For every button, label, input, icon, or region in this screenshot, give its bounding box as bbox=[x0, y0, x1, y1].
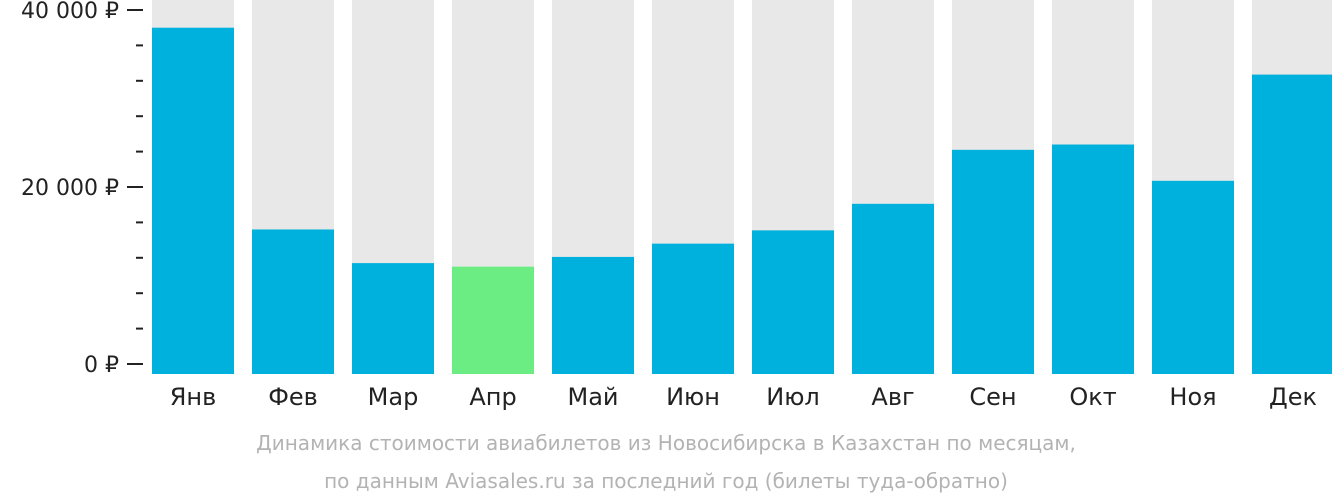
bar-9 bbox=[952, 149, 1034, 374]
y-tick-label-3: 0 ₽ bbox=[84, 353, 119, 378]
x-tick-label-2: Фев bbox=[268, 383, 318, 411]
x-tick-label-10: Окт bbox=[1069, 383, 1116, 411]
bar-6 bbox=[652, 243, 734, 374]
x-tick-label-5: Май bbox=[567, 383, 618, 411]
x-tick-label-3: Мар bbox=[368, 383, 419, 411]
x-tick-label-8: Авг bbox=[871, 383, 914, 411]
x-tick-label-4: Апр bbox=[469, 383, 516, 411]
bar-10 bbox=[1052, 144, 1134, 374]
y-tick-label-1: 40 000 ₽ bbox=[21, 0, 119, 24]
y-tick-label-2: 20 000 ₽ bbox=[21, 176, 119, 201]
bar-8 bbox=[852, 203, 934, 374]
bar-11 bbox=[1152, 180, 1234, 374]
bar-1 bbox=[152, 27, 234, 374]
bar-chart-svg: Янв Фев Мар Апр Май Июн Июл Авг Сен Окт Ноя Дек 40 0… bbox=[21, 0, 1332, 411]
x-tick-label-9: Сен bbox=[969, 383, 1016, 411]
bar-4 bbox=[452, 266, 534, 374]
bar-7 bbox=[752, 230, 834, 374]
x-tick-label-1: Янв bbox=[170, 383, 217, 411]
bar-3 bbox=[352, 263, 434, 374]
x-tick-label-11: Ноя bbox=[1169, 383, 1216, 411]
x-tick-label-6: Июн bbox=[666, 383, 720, 411]
bar-2 bbox=[252, 229, 334, 374]
bar-5 bbox=[552, 256, 634, 374]
bar-12 bbox=[1252, 74, 1332, 374]
chart-caption-line-1: Динамика стоимости авиабилетов из Новоси… bbox=[256, 431, 1076, 455]
x-tick-label-7: Июл bbox=[766, 383, 820, 411]
x-tick-label-12: Дек bbox=[1269, 383, 1317, 411]
chart-caption-line-2: по данным Aviasales.ru за последний год … bbox=[324, 469, 1008, 493]
